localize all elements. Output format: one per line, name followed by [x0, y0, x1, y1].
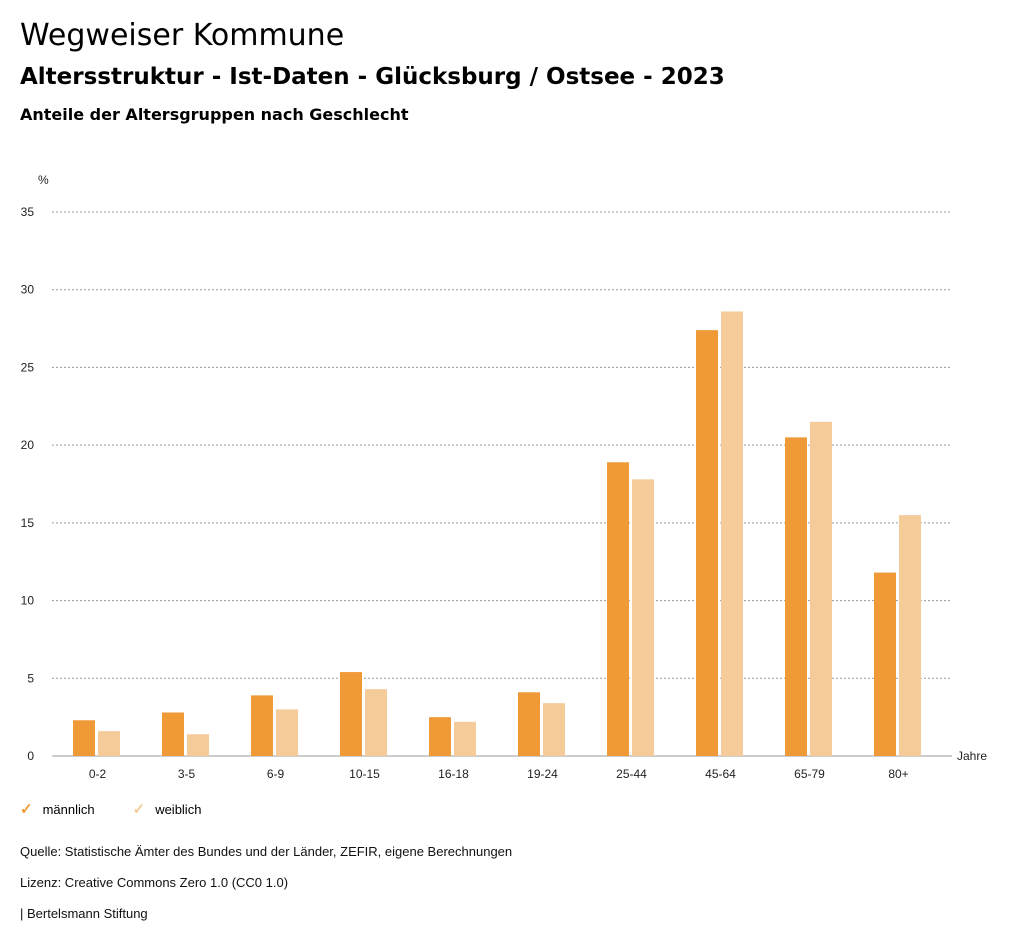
bar-female-80+[interactable]: [899, 515, 921, 756]
check-icon: ✓: [20, 801, 33, 818]
x-tick-label: 16-18: [438, 767, 469, 781]
check-icon: ✓: [132, 801, 146, 818]
y-tick-label: 0: [27, 749, 34, 763]
legend-item-male[interactable]: ✓ männlich: [20, 802, 95, 817]
bar-male-0-2[interactable]: [73, 720, 95, 756]
y-tick-label: 20: [21, 438, 35, 452]
bar-female-16-18[interactable]: [454, 721, 476, 756]
bar-male-6-9[interactable]: [251, 695, 273, 756]
chart-title: Wegweiser Kommune: [20, 18, 345, 53]
bar-male-25-44[interactable]: [607, 462, 629, 756]
bar-male-3-5[interactable]: [162, 712, 184, 756]
chart-subsubtitle: Anteile der Altersgruppen nach Geschlech…: [20, 105, 409, 124]
bar-female-25-44[interactable]: [632, 479, 654, 756]
y-tick-label: 25: [21, 360, 35, 374]
bar-female-65-79[interactable]: [810, 421, 832, 756]
grid-lines: [52, 211, 952, 757]
bar-female-19-24[interactable]: [543, 703, 565, 756]
publisher-note: | Bertelsmann Stiftung: [20, 906, 148, 921]
source-note: Quelle: Statistische Ämter des Bundes un…: [20, 844, 513, 859]
x-tick-label: 25-44: [616, 767, 647, 781]
x-tick-label: 10-15: [349, 767, 380, 781]
bar-female-10-15[interactable]: [365, 689, 387, 756]
bar-male-19-24[interactable]: [518, 692, 540, 756]
bar-female-3-5[interactable]: [187, 734, 209, 756]
legend: ✓ männlich ✓ weiblich: [20, 802, 201, 817]
bar-male-16-18[interactable]: [429, 717, 451, 756]
bar-female-6-9[interactable]: [276, 709, 298, 756]
x-tick-label: 3-5: [178, 767, 196, 781]
y-axis-ticks: 0 5 10 15 20 25 30 35: [21, 205, 35, 763]
x-tick-label: 0-2: [89, 767, 107, 781]
chart-subtitle: Altersstruktur - Ist-Daten - Glücksburg …: [20, 64, 725, 90]
x-tick-label: 19-24: [527, 767, 558, 781]
x-axis-ticks: 0-2 3-5 6-9 10-15 16-18 19-24 25-44 45-64 65-79 8…: [89, 767, 909, 781]
y-tick-label: 15: [21, 516, 35, 530]
bar-female-45-64[interactable]: [721, 311, 743, 756]
legend-label-female: weiblich: [155, 802, 202, 817]
bar-female-0-2[interactable]: [98, 731, 120, 756]
x-axis-unit-label: Jahre: [957, 749, 987, 763]
legend-label-male: männlich: [42, 802, 95, 817]
x-tick-label: 80+: [888, 767, 908, 781]
bar-male-65-79[interactable]: [785, 437, 807, 756]
y-tick-label: 10: [21, 594, 35, 608]
bar-male-45-64[interactable]: [696, 330, 718, 756]
y-tick-label: 5: [27, 671, 34, 685]
license-note: Lizenz: Creative Commons Zero 1.0 (CC0 1…: [20, 875, 289, 890]
bar-male-80+[interactable]: [874, 572, 896, 756]
bar-male-10-15[interactable]: [340, 672, 362, 756]
y-tick-label: 35: [21, 205, 35, 219]
bars: [73, 311, 921, 756]
x-tick-label: 45-64: [705, 767, 736, 781]
legend-item-female[interactable]: ✓ weiblich: [133, 802, 202, 817]
y-tick-label: 30: [21, 283, 35, 297]
y-axis-unit-label: %: [38, 173, 49, 187]
x-tick-label: 65-79: [794, 767, 825, 781]
x-tick-label: 6-9: [267, 767, 285, 781]
bar-chart: % Jahre 0 5 10 15 20 25 30 35 0-2 3-5 6-9 10-15 16-…: [21, 173, 988, 781]
